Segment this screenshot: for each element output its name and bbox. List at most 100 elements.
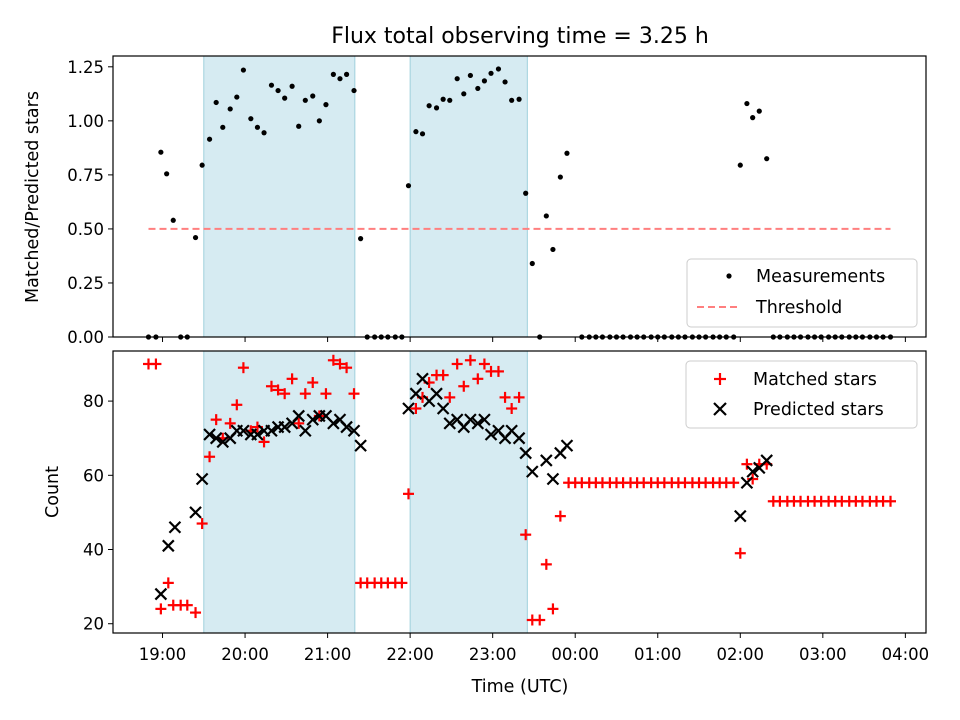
measurement-point [846, 334, 852, 340]
legend-predicted-label: Predicted stars [753, 400, 884, 420]
matched-star-point [293, 417, 305, 429]
bottom-legend-frame [685, 360, 918, 429]
measurement-point [261, 130, 267, 136]
measurement-point [440, 96, 446, 102]
predicted-star-point [237, 424, 250, 438]
x-tick-label: 20:00 [221, 645, 269, 664]
matched-star-point [279, 388, 291, 400]
measurement-point [703, 334, 709, 340]
measurement-point [275, 87, 281, 94]
x-tick-label: 21:00 [304, 645, 352, 664]
top-y-tick-label: 0.50 [67, 220, 104, 239]
measurement-point [351, 87, 357, 94]
legend-matched-label: Matched stars [753, 370, 877, 390]
measurement-point [853, 334, 859, 340]
measurement-point [750, 115, 756, 121]
matched-star-point [458, 380, 470, 392]
matched-star-point [520, 529, 532, 541]
measurement-point [859, 334, 866, 340]
x-tick-label: 01:00 [634, 645, 682, 664]
matched-star-point [513, 391, 525, 403]
measurement-point [481, 78, 488, 84]
top-y-tick-label: 1.00 [67, 112, 104, 131]
measurement-point [330, 71, 336, 77]
measurement-point [797, 334, 804, 340]
measurement-point [682, 334, 688, 340]
predicted-star-point [409, 387, 423, 400]
matched-star-point [728, 477, 740, 489]
matched-star-point [885, 495, 897, 507]
observing-intervals [203, 55, 528, 634]
measurement-point [296, 123, 302, 129]
matched-star-point [196, 518, 208, 530]
measurement-point [343, 71, 350, 77]
measurement-point [557, 174, 563, 180]
measurement-point [405, 183, 412, 189]
measurement-point [475, 85, 481, 92]
matched-star-point [478, 358, 490, 370]
top-axes-frame [112, 55, 927, 338]
measurement-point [669, 334, 675, 340]
bottom-y-tick-label: 20 [83, 615, 104, 634]
predicted-star-point [471, 417, 485, 430]
matched-star-point [286, 373, 298, 385]
measurement-point [509, 97, 515, 103]
predicted-star-point [354, 439, 367, 452]
measurement-point [867, 334, 873, 340]
matched-star-point [499, 391, 511, 403]
bottom-y-tick-label: 80 [83, 392, 104, 411]
measurement-point [770, 334, 776, 340]
measurement-point [220, 124, 226, 130]
measurement-point [777, 334, 783, 340]
predicted-star-point [265, 424, 278, 438]
measurement-point [170, 217, 176, 223]
measurement-point [648, 334, 654, 340]
predicted-star-point [209, 431, 223, 445]
top-y-tick-label: 0.25 [67, 274, 104, 293]
legend-matched-marker [714, 373, 726, 385]
measurement-point [550, 246, 556, 253]
matched-star-point [464, 354, 476, 366]
matched-star-point [451, 358, 463, 370]
measurement-point [784, 334, 790, 340]
matched-star-point [155, 603, 167, 615]
predicted-star-point [299, 424, 312, 438]
matched-star-point [540, 558, 552, 570]
data-points [142, 66, 897, 626]
bottom-legend: Matched stars Predicted stars [685, 360, 918, 429]
measurement-point [385, 334, 391, 340]
x-tick-label: 00:00 [551, 645, 599, 664]
legend-predicted-marker [713, 402, 727, 416]
measurement-point [634, 334, 640, 340]
measurement-point [467, 72, 473, 79]
measurement-point [620, 334, 626, 340]
predicted-star-point [416, 372, 429, 386]
predicted-star-point [519, 446, 532, 460]
x-tick-label: 02:00 [717, 645, 765, 664]
predicted-star-point [512, 431, 526, 445]
measurement-point [811, 334, 818, 340]
measurement-point [199, 162, 205, 168]
bottom-y-tick-label: 40 [83, 541, 104, 560]
predicted-star-point [746, 465, 759, 478]
measurement-point [516, 96, 522, 102]
predicted-star-point [340, 420, 353, 434]
matched-star-point [747, 473, 759, 485]
predicted-star-point [464, 413, 477, 426]
bottom-shaded-interval [203, 350, 356, 634]
top-y-tick-label: 1.25 [67, 58, 104, 77]
measurement-point [392, 334, 398, 340]
measurement-point [579, 334, 585, 340]
predicted-star-point [560, 439, 574, 452]
measurement-point [178, 334, 184, 340]
matched-star-point [265, 380, 277, 392]
measurement-point [302, 97, 308, 103]
measurement-point [613, 334, 620, 340]
measurement-point [689, 334, 696, 340]
predicted-star-point [526, 465, 539, 478]
matched-star-point [204, 451, 216, 463]
measurement-point [426, 103, 432, 109]
matched-star-point [258, 436, 270, 448]
legend-measurements-label: Measurements [756, 267, 885, 287]
measurement-point [873, 334, 880, 340]
